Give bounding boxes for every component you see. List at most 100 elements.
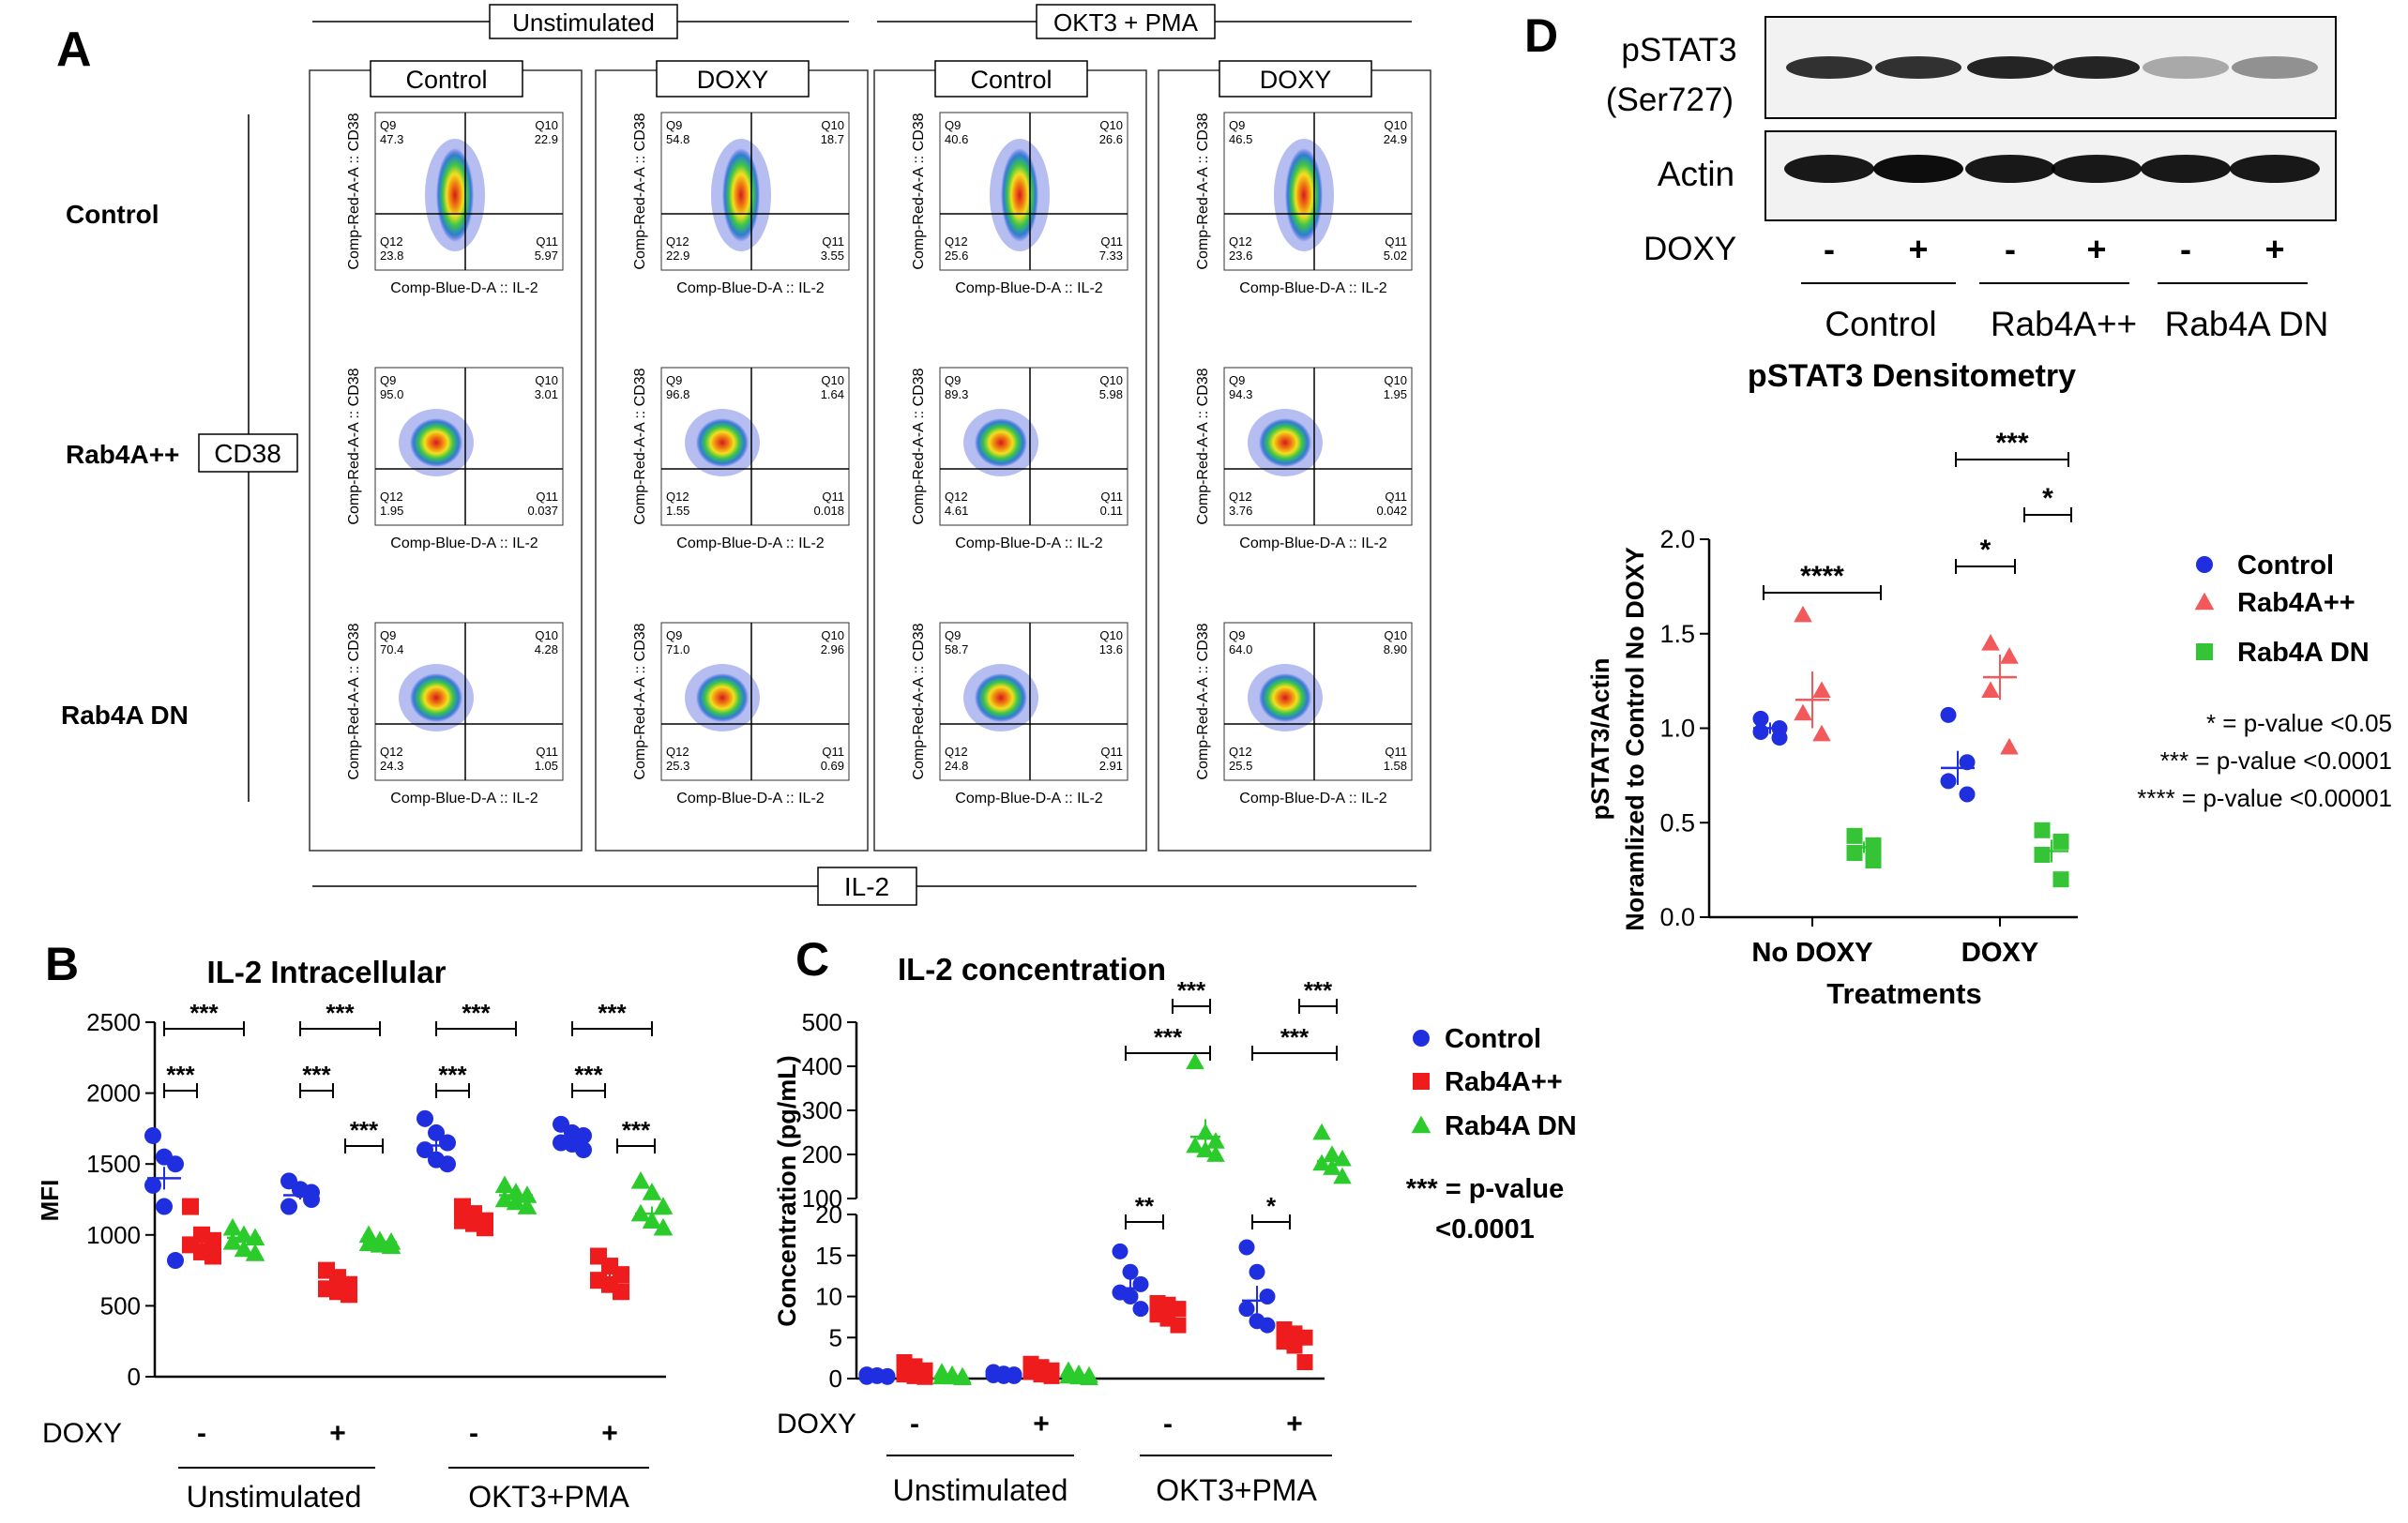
sig-stars: *** bbox=[598, 999, 627, 1027]
c-point bbox=[1333, 1167, 1352, 1184]
d-point bbox=[2000, 737, 2019, 755]
blot-band-actin bbox=[2052, 155, 2142, 183]
quadrant-name: Q10 bbox=[1384, 118, 1407, 132]
sig-stars: *** bbox=[326, 999, 355, 1027]
flow-density-core bbox=[1285, 148, 1323, 242]
flow-xlabel: Comp-Blue-D-A :: IL-2 bbox=[955, 791, 1102, 807]
blot-label-actin: Actin bbox=[1658, 155, 1734, 193]
c-point bbox=[1296, 1354, 1313, 1370]
quadrant-percent: 54.8 bbox=[666, 132, 689, 146]
sig-stars: * bbox=[1980, 535, 1992, 565]
sig-stars: *** bbox=[1995, 428, 2028, 459]
panel-b-title: IL-2 Intracellular bbox=[207, 955, 447, 989]
b-point bbox=[167, 1252, 184, 1270]
quadrant-name: Q12 bbox=[666, 490, 689, 504]
quadrant-percent: 95.0 bbox=[380, 387, 403, 401]
c-point bbox=[1206, 1145, 1225, 1162]
western-blot: - + - + - + bbox=[1764, 16, 2337, 284]
b-point bbox=[416, 1109, 433, 1127]
quadrant-name: Q10 bbox=[1099, 118, 1123, 132]
legend-marker bbox=[1413, 1030, 1430, 1047]
b-point bbox=[653, 1197, 674, 1214]
blot-band-actin bbox=[1873, 155, 1963, 183]
flow-ylabel: Comp-Red-A-A :: CD38 bbox=[1195, 113, 1211, 269]
d-point bbox=[1794, 703, 1812, 721]
d-point bbox=[1865, 837, 1882, 853]
panel-b-ylabel: MFI bbox=[36, 1180, 64, 1222]
quadrant-percent: 1.64 bbox=[821, 387, 844, 401]
il2-axis-label: IL-2 bbox=[844, 872, 889, 901]
header-box-unstimulated bbox=[489, 4, 678, 39]
quadrant-percent: 25.3 bbox=[666, 759, 689, 773]
quadrant-percent: 5.02 bbox=[1384, 249, 1407, 263]
quadrant-percent: 0.018 bbox=[813, 504, 844, 518]
b-point bbox=[653, 1217, 674, 1236]
panel-d-ylabel-1: pSTAT3/Actin bbox=[1586, 658, 1614, 821]
d-legend-label: Control bbox=[2237, 550, 2334, 581]
row-label-rab4adn: Rab4A DN bbox=[61, 701, 189, 730]
b-doxy-sign: + bbox=[329, 1418, 346, 1449]
flow-xlabel: Comp-Blue-D-A :: IL-2 bbox=[390, 791, 538, 807]
d-point bbox=[1752, 710, 1769, 727]
d-point bbox=[1865, 852, 1882, 869]
panel-d-title: pSTAT3 Densitometry bbox=[1748, 358, 2076, 394]
sig-stars: * bbox=[2042, 483, 2053, 514]
il2-axis-box bbox=[817, 867, 917, 906]
b-point bbox=[494, 1189, 515, 1208]
d-point bbox=[1940, 773, 1957, 790]
d-point bbox=[1959, 786, 1976, 803]
quadrant-percent: 3.55 bbox=[821, 249, 844, 263]
c-group-label: OKT3+PMA bbox=[1156, 1473, 1317, 1507]
panel-c: C IL-2 concentration Concentration (pg/m… bbox=[773, 933, 1577, 1507]
b-point bbox=[182, 1198, 199, 1215]
flow-xlabel: Comp-Blue-D-A :: IL-2 bbox=[1239, 535, 1386, 551]
d-y-tick-label: 1.0 bbox=[1659, 715, 1695, 743]
quadrant-name: Q9 bbox=[380, 373, 396, 387]
quadrant-percent: 2.96 bbox=[821, 642, 844, 656]
blot-doxy-sign: + bbox=[2086, 230, 2106, 268]
quadrant-name: Q9 bbox=[666, 373, 682, 387]
col-header-label: DOXY bbox=[697, 66, 769, 94]
b-y-tick-label: 1000 bbox=[86, 1221, 141, 1249]
sig-stars: *** bbox=[1177, 976, 1206, 1004]
c-point bbox=[1206, 1132, 1225, 1149]
quadrant-name: Q12 bbox=[945, 234, 968, 249]
quadrant-percent: 89.3 bbox=[945, 387, 968, 401]
b-point bbox=[222, 1232, 243, 1250]
quadrant-percent: 24.9 bbox=[1384, 132, 1407, 146]
quadrant-percent: 22.9 bbox=[535, 132, 558, 146]
legend-marker bbox=[1411, 1115, 1431, 1134]
quadrant-name: Q12 bbox=[1229, 745, 1252, 759]
quadrant-percent: 46.5 bbox=[1229, 132, 1252, 146]
b-y-tick-label: 500 bbox=[100, 1291, 141, 1319]
sig-stars: ** bbox=[1135, 1192, 1155, 1220]
quadrant-name: Q11 bbox=[1385, 234, 1407, 249]
b-point bbox=[642, 1183, 662, 1200]
quadrant-name: Q11 bbox=[822, 490, 844, 504]
quadrant-percent: 25.6 bbox=[945, 249, 968, 263]
flow-density-core bbox=[696, 673, 749, 722]
quadrant-name: Q9 bbox=[666, 118, 682, 132]
quadrant-percent: 47.3 bbox=[380, 132, 403, 146]
quadrant-percent: 13.6 bbox=[1099, 642, 1123, 656]
sig-stars: *** bbox=[302, 1061, 331, 1089]
quadrant-percent: 0.69 bbox=[821, 759, 844, 773]
quadrant-name: Q11 bbox=[1385, 745, 1407, 759]
flow-grid: ControlQ947.3Q1022.9Q1223.8Q115.97Comp-R… bbox=[309, 60, 1431, 852]
quadrant-name: Q11 bbox=[1100, 234, 1123, 249]
flow-plot-area bbox=[939, 367, 1128, 526]
quadrant-name: Q10 bbox=[821, 628, 844, 642]
b-point bbox=[144, 1176, 161, 1194]
quadrant-name: Q12 bbox=[1229, 490, 1252, 504]
flow-ylabel: Comp-Red-A-A :: CD38 bbox=[911, 623, 927, 779]
b-point bbox=[204, 1247, 221, 1265]
b-point bbox=[144, 1126, 161, 1144]
flow-density-core bbox=[696, 418, 749, 467]
c-point bbox=[1132, 1275, 1149, 1292]
quadrant-name: Q10 bbox=[1099, 628, 1123, 642]
blot-group-control: Control bbox=[1825, 305, 1936, 343]
panel-d-xlabel: Treatments bbox=[1826, 977, 1981, 1010]
flow-plot-area bbox=[939, 622, 1128, 781]
d-legend-marker bbox=[2196, 556, 2213, 573]
